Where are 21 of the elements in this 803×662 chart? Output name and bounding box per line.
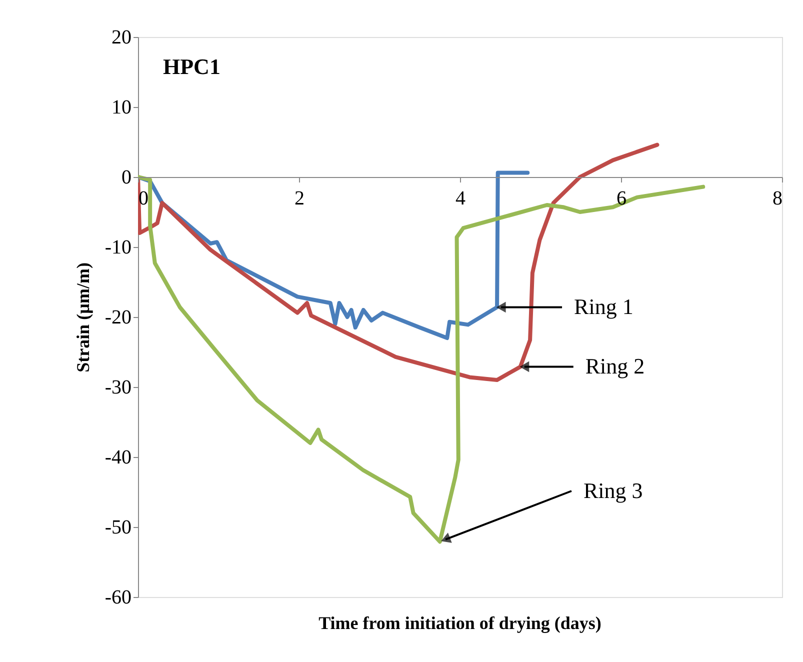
x-tick-label: 2 xyxy=(294,188,304,210)
annotation: Ring 3 xyxy=(583,478,643,503)
y-tick-label: -40 xyxy=(104,446,132,468)
line-series xyxy=(138,170,530,340)
y-axis-title: Strain (µm/m) xyxy=(72,262,93,372)
y-tick-label: 20 xyxy=(112,26,132,48)
x-tick-label: 4 xyxy=(456,188,466,210)
y-tick-label: -20 xyxy=(104,306,132,328)
y-tick-label: 0 xyxy=(122,166,132,188)
line-series xyxy=(138,142,660,382)
y-tick-label: -60 xyxy=(104,586,132,608)
annotation: Ring 1 xyxy=(574,294,634,320)
x-axis-title: Time from initiation of drying (days) xyxy=(318,613,602,633)
x-tick-label: 8 xyxy=(772,188,782,210)
y-tick-label: 10 xyxy=(112,96,132,118)
annotation: Ring 2 xyxy=(585,354,645,379)
y-tick-label: -10 xyxy=(104,236,132,258)
y-tick-label: -50 xyxy=(104,516,132,538)
line-series xyxy=(138,175,706,544)
text: HPC1 xyxy=(163,54,220,79)
y-tick-label: -30 xyxy=(104,376,132,398)
